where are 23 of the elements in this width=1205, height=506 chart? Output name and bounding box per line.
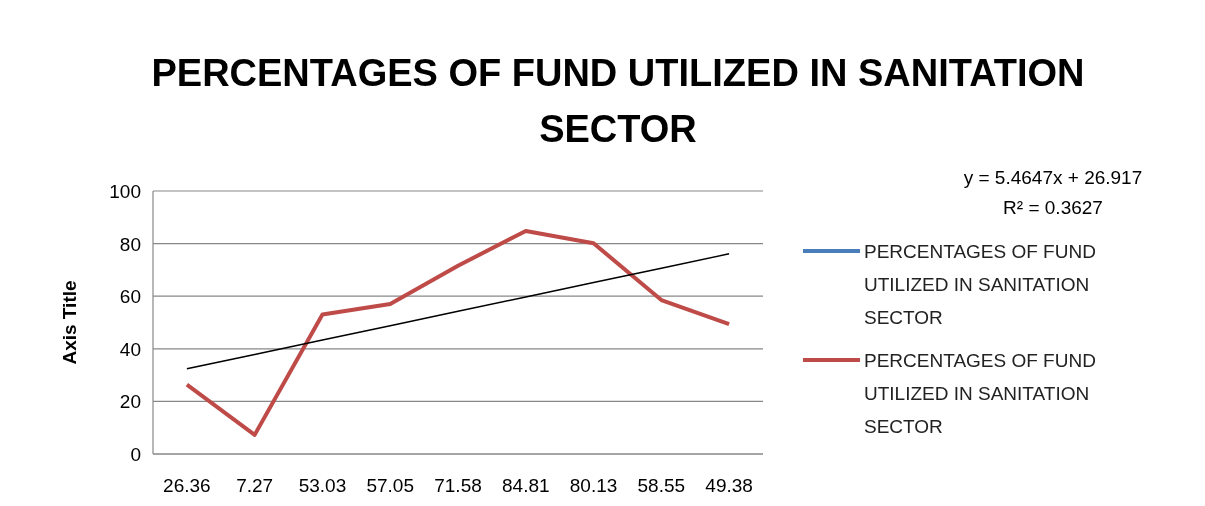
x-tick-label: 71.58 bbox=[434, 475, 482, 496]
x-tick-label: 57.05 bbox=[366, 475, 414, 496]
x-tick-label: 84.81 bbox=[502, 475, 550, 496]
y-tick-label: 40 bbox=[119, 338, 141, 360]
line-series bbox=[186, 253, 730, 370]
y-tick-label: 20 bbox=[119, 391, 141, 413]
x-tick-label: 26.36 bbox=[163, 475, 211, 496]
y-tick-label: 80 bbox=[119, 233, 141, 255]
y-tick-label: 60 bbox=[119, 286, 141, 308]
x-tick-label: 80.13 bbox=[569, 475, 618, 496]
x-tick-label: 53.03 bbox=[298, 475, 347, 496]
legend-label: PERCENTAGES OF FUND UTILIZED IN SANITATION SECTOR bbox=[864, 241, 1096, 328]
chart-title: PERCENTAGES OF FUND UTILIZED IN SANITATION SECTOR bbox=[151, 52, 1085, 150]
y-tick-label: 100 bbox=[109, 181, 141, 202]
line-series bbox=[184, 228, 732, 437]
text: R² = 0.3627 bbox=[1003, 197, 1103, 218]
legend-label: PERCENTAGES OF FUND UTILIZED IN SANITATION SECTOR bbox=[864, 350, 1096, 437]
y-tick-label: 0 bbox=[130, 444, 141, 465]
x-tick-label: 58.55 bbox=[637, 475, 686, 496]
x-tick-label: 49.38 bbox=[705, 475, 753, 496]
text: y = 5.4647x + 26.917 bbox=[963, 167, 1143, 188]
y-axis-title: Axis Title bbox=[59, 280, 80, 365]
x-tick-label: 7.27 bbox=[236, 475, 274, 496]
